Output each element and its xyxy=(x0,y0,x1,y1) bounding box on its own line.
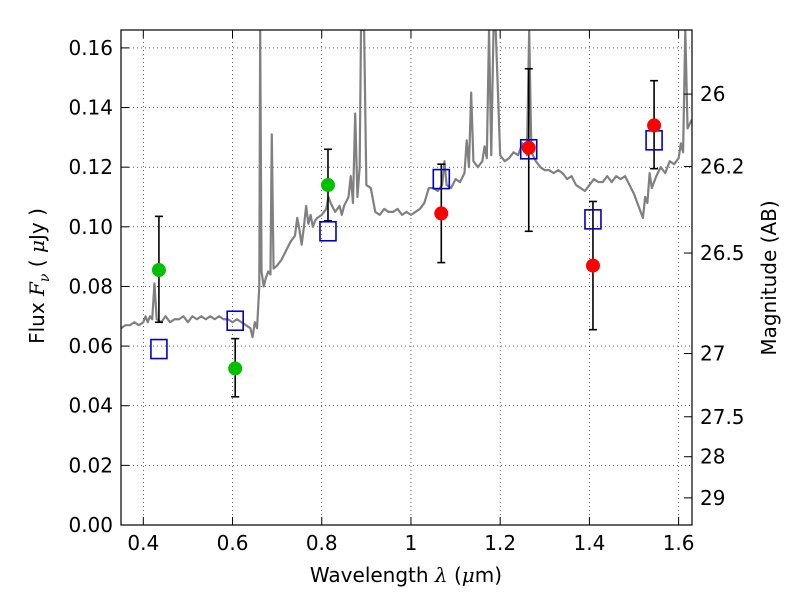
y-axis-label: Flux Fν ( μJy ) xyxy=(25,208,53,344)
y-tick-label: 0.12 xyxy=(68,155,113,179)
plot-frame xyxy=(120,29,693,526)
model-square-point xyxy=(432,168,451,190)
x-tick-label: 0.8 xyxy=(306,531,338,555)
red-data-point xyxy=(647,118,662,133)
right-tick-label: 27 xyxy=(700,342,725,366)
x-tick-label: 1.4 xyxy=(573,531,605,555)
y-tick-label: 0.06 xyxy=(68,334,113,358)
right-tick-label: 26.2 xyxy=(700,155,745,179)
x-tick-label: 1.2 xyxy=(484,531,516,555)
y-tick-label: 0.00 xyxy=(68,513,113,537)
green-data-point xyxy=(228,361,243,376)
red-data-point xyxy=(521,140,536,155)
errorbar-layer xyxy=(154,67,659,398)
y-tick-label: 0.04 xyxy=(68,394,113,418)
y-tick-label: 0.10 xyxy=(68,215,113,239)
ticks-layer: 0.4 0.6 0.8 1 1.2 1.4 1.6 0.00 0.02 0.04 0.06 0.08 0… xyxy=(68,30,745,555)
y-tick-label: 0.08 xyxy=(68,274,113,298)
right-tick-label: 26.5 xyxy=(700,241,745,265)
y-tick-label: 0.16 xyxy=(68,36,113,60)
green-data-point xyxy=(151,263,166,278)
right-tick-label: 26 xyxy=(700,82,725,106)
model-square-point xyxy=(319,220,337,242)
spectrum-line xyxy=(121,30,692,339)
red-data-point xyxy=(434,206,449,221)
right-tick-label: 27.5 xyxy=(700,405,745,429)
y-tick-label: 0.02 xyxy=(68,453,113,477)
red-data-point xyxy=(585,258,600,273)
model-square-point xyxy=(150,338,168,360)
model-square-point xyxy=(519,138,538,160)
green-data-point xyxy=(320,178,335,193)
points-layer xyxy=(150,118,663,376)
spectrum-layer xyxy=(121,30,692,339)
model-square-point xyxy=(584,209,602,230)
x-tick-label: 0.4 xyxy=(127,531,159,555)
x-axis-label: Wavelength λ (μm) xyxy=(310,563,502,587)
y-right-axis-label: Magnitude (AB) xyxy=(757,200,781,355)
model-square-point xyxy=(226,310,244,332)
grid xyxy=(121,30,692,526)
x-tick-label: 0.6 xyxy=(217,531,249,555)
x-tick-label: 1.6 xyxy=(663,531,695,555)
x-tick-label: 1 xyxy=(405,531,418,555)
right-tick-label: 28 xyxy=(700,445,725,469)
y-tick-label: 0.14 xyxy=(68,96,113,120)
right-tick-label: 29 xyxy=(700,486,725,510)
